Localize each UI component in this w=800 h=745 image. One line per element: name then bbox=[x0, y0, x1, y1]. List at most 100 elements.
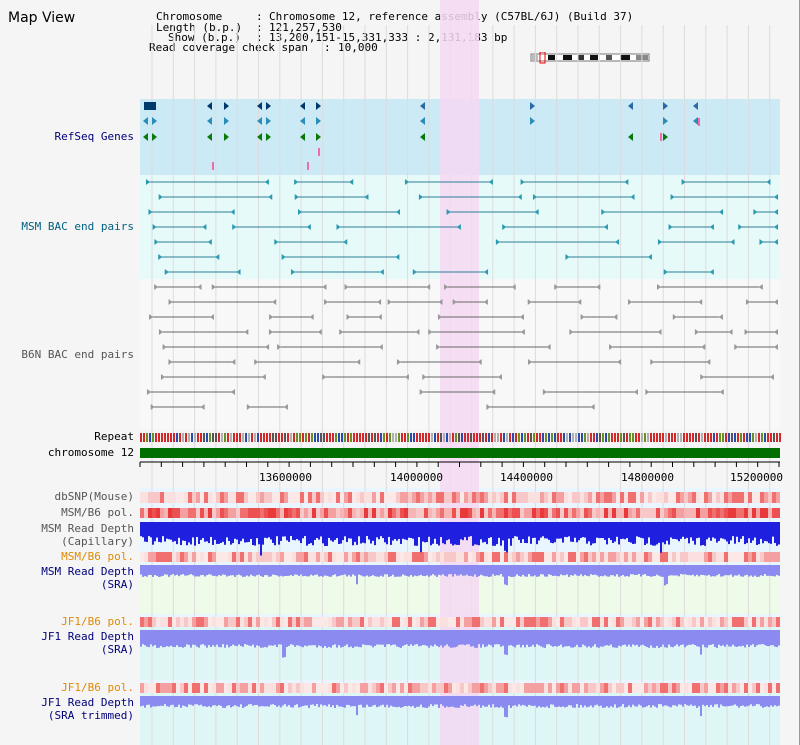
read-depth-bar bbox=[596, 522, 598, 538]
density-cell bbox=[496, 617, 500, 627]
read-depth-bar bbox=[200, 630, 202, 645]
density-cell bbox=[640, 552, 644, 562]
density-cell bbox=[344, 508, 348, 518]
gene-arrow bbox=[266, 102, 271, 110]
read-depth-bar bbox=[736, 522, 738, 537]
read-depth-bar bbox=[502, 565, 504, 577]
density-cell bbox=[368, 552, 372, 562]
density-cell bbox=[584, 552, 588, 562]
density-cell bbox=[568, 492, 572, 503]
read-depth-bar bbox=[728, 696, 730, 707]
read-depth-bar bbox=[186, 630, 188, 645]
density-cell bbox=[288, 508, 292, 518]
density-cell bbox=[372, 683, 376, 693]
read-depth-bar bbox=[660, 630, 662, 647]
repeat-element bbox=[287, 433, 289, 442]
density-cell bbox=[572, 492, 576, 503]
read-depth-bar bbox=[338, 696, 340, 707]
density-cell bbox=[292, 552, 296, 562]
read-depth-bar bbox=[424, 565, 426, 577]
repeat-element bbox=[674, 433, 676, 442]
read-depth-bar bbox=[532, 522, 534, 538]
density-cell bbox=[620, 492, 624, 503]
read-depth-bar bbox=[596, 696, 598, 705]
gene-arrow bbox=[152, 117, 157, 125]
density-cell bbox=[376, 683, 380, 693]
read-depth-bar bbox=[630, 696, 632, 708]
read-depth-bar bbox=[348, 630, 350, 648]
density-cell bbox=[544, 508, 548, 518]
read-depth-bar bbox=[358, 696, 360, 705]
read-depth-bar bbox=[170, 696, 172, 706]
density-cell bbox=[272, 552, 276, 562]
repeat-element bbox=[467, 433, 469, 442]
gene-arrow bbox=[152, 133, 157, 141]
read-depth-bar bbox=[776, 630, 778, 648]
read-depth-bar bbox=[692, 696, 694, 706]
density-cell bbox=[200, 617, 204, 627]
read-depth-bar bbox=[662, 522, 664, 543]
repeat-element bbox=[434, 433, 436, 442]
density-cell bbox=[712, 683, 716, 693]
read-depth-bar bbox=[698, 522, 700, 538]
density-cell bbox=[616, 617, 620, 627]
density-cell bbox=[276, 508, 280, 518]
read-depth-bar bbox=[238, 522, 240, 545]
track-label-msm-b6-pol-2[interactable]: MSM/B6 pol. bbox=[61, 550, 134, 563]
read-depth-bar bbox=[288, 696, 290, 706]
read-depth-bar bbox=[438, 522, 440, 546]
read-depth-bar bbox=[500, 630, 502, 647]
density-cell bbox=[656, 492, 660, 503]
repeat-element bbox=[599, 433, 601, 442]
density-cell bbox=[588, 683, 592, 693]
read-depth-bar bbox=[162, 522, 164, 537]
read-depth-bar bbox=[332, 565, 334, 576]
read-depth-bar bbox=[624, 630, 626, 645]
track-label-msm-depth-cap-1[interactable]: MSM Read Depth bbox=[41, 522, 134, 535]
track-label-b6n-bac[interactable]: B6N BAC end pairs bbox=[21, 348, 134, 361]
read-depth-bar bbox=[608, 565, 610, 577]
gene-arrow bbox=[693, 102, 698, 110]
density-cell bbox=[700, 617, 704, 627]
read-depth-bar bbox=[522, 522, 524, 540]
repeat-element bbox=[716, 433, 718, 442]
track-label-msm-depth-sra-1[interactable]: MSM Read Depth bbox=[41, 565, 134, 578]
density-cell bbox=[708, 683, 712, 693]
density-cell bbox=[576, 617, 580, 627]
read-depth-bar bbox=[450, 565, 452, 575]
read-depth-bar bbox=[706, 522, 708, 540]
track-label-msm-bac[interactable]: MSM BAC end pairs bbox=[21, 220, 134, 233]
read-depth-bar bbox=[278, 565, 280, 577]
read-depth-bar bbox=[700, 522, 702, 546]
density-cell bbox=[692, 552, 696, 562]
chromosome-key: Chromosome bbox=[156, 10, 223, 23]
read-depth-bar bbox=[162, 630, 164, 648]
read-depth-bar bbox=[194, 696, 196, 705]
track-label-jf1-depth-sra-1[interactable]: JF1 Read Depth bbox=[41, 630, 134, 643]
read-depth-bar bbox=[232, 522, 234, 544]
read-depth-bar bbox=[484, 696, 486, 707]
density-cell bbox=[200, 492, 204, 503]
read-depth-bar bbox=[722, 630, 724, 646]
track-label-refseq[interactable]: RefSeq Genes bbox=[54, 130, 134, 143]
read-depth-bar bbox=[608, 696, 610, 708]
read-depth-bar bbox=[266, 696, 268, 707]
track-label-jf1-b6-pol-1[interactable]: JF1/B6 pol. bbox=[61, 615, 134, 628]
repeat-element bbox=[587, 433, 589, 442]
read-depth-bar bbox=[192, 630, 194, 645]
read-depth-bar bbox=[634, 696, 636, 707]
track-label-dbsnp[interactable]: dbSNP(Mouse) bbox=[54, 490, 134, 503]
read-depth-bar bbox=[528, 565, 530, 575]
read-depth-bar bbox=[310, 565, 312, 575]
repeat-element bbox=[224, 433, 226, 442]
density-cell bbox=[648, 617, 652, 627]
track-label-jf1-b6-pol-2[interactable]: JF1/B6 pol. bbox=[61, 681, 134, 694]
density-cell bbox=[492, 617, 496, 627]
track-label-jf1-depth-trim-1[interactable]: JF1 Read Depth bbox=[41, 696, 134, 709]
read-depth-bar bbox=[490, 522, 492, 538]
track-label-msm-b6-pol-1[interactable]: MSM/B6 pol. bbox=[61, 506, 134, 519]
bac-end-marker bbox=[272, 299, 277, 305]
track-label-chromosome[interactable]: chromosome 12 bbox=[47, 446, 134, 459]
track-label-repeat[interactable]: Repeat bbox=[94, 430, 134, 443]
